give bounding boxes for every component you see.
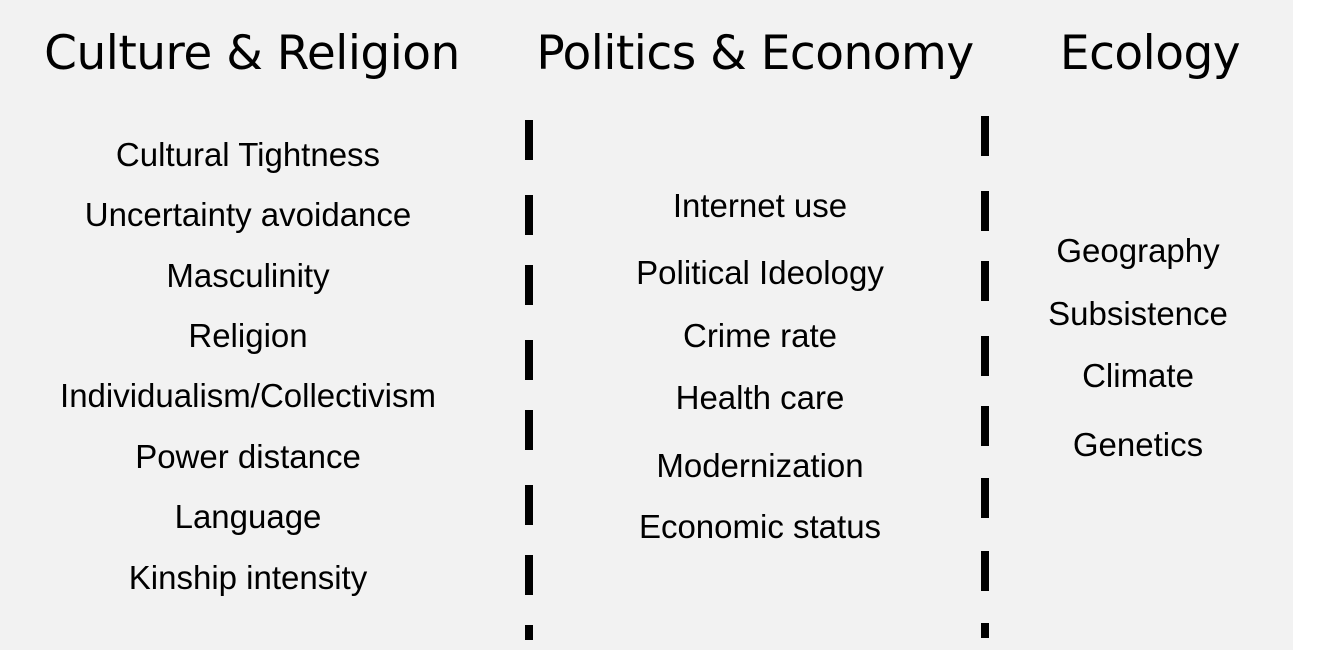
- column-heading-politics-economy: Politics & Economy: [536, 26, 974, 81]
- divider-dash: [981, 116, 989, 156]
- list-item: Genetics: [1072, 426, 1204, 463]
- list-item: Subsistence: [1048, 295, 1228, 332]
- divider-right: [981, 116, 989, 640]
- list-item: Power distance: [135, 438, 361, 475]
- divider-dash: [981, 261, 989, 301]
- divider-left: [525, 120, 533, 640]
- list-item: Cultural Tightness: [115, 136, 381, 173]
- divider-dash: [525, 555, 533, 595]
- list-item: Internet use: [672, 187, 848, 224]
- list-item: Climate: [1082, 357, 1194, 394]
- divider-dash: [525, 340, 533, 380]
- list-item: Language: [174, 498, 322, 535]
- column-heading-ecology: Ecology: [1059, 26, 1241, 81]
- divider-dash: [981, 551, 989, 591]
- list-item: Religion: [188, 317, 308, 354]
- divider-dash: [981, 336, 989, 376]
- list-item: Kinship intensity: [128, 559, 368, 596]
- diagram-panel: Culture & Religion Politics & Economy Ec…: [0, 0, 1293, 650]
- list-item: Crime rate: [682, 317, 838, 354]
- column-heading-culture-religion: Culture & Religion: [44, 26, 460, 81]
- list-item: Health care: [675, 379, 845, 416]
- list-item: Geography: [1056, 232, 1220, 269]
- divider-dash: [981, 406, 989, 446]
- list-item: Individualism/Collectivism: [60, 377, 436, 414]
- divider-dash: [525, 120, 533, 160]
- divider-dash: [525, 265, 533, 305]
- divider-dash: [981, 191, 989, 231]
- divider-dash: [981, 478, 989, 518]
- divider-dash: [981, 623, 989, 638]
- divider-dash: [525, 410, 533, 450]
- divider-dash: [525, 625, 533, 640]
- list-item: Uncertainty avoidance: [84, 196, 412, 233]
- list-item: Economic status: [638, 508, 882, 545]
- list-item: Masculinity: [166, 257, 330, 294]
- divider-dash: [525, 485, 533, 525]
- list-item: Modernization: [656, 447, 864, 484]
- list-item: Political Ideology: [636, 254, 884, 291]
- divider-dash: [525, 195, 533, 235]
